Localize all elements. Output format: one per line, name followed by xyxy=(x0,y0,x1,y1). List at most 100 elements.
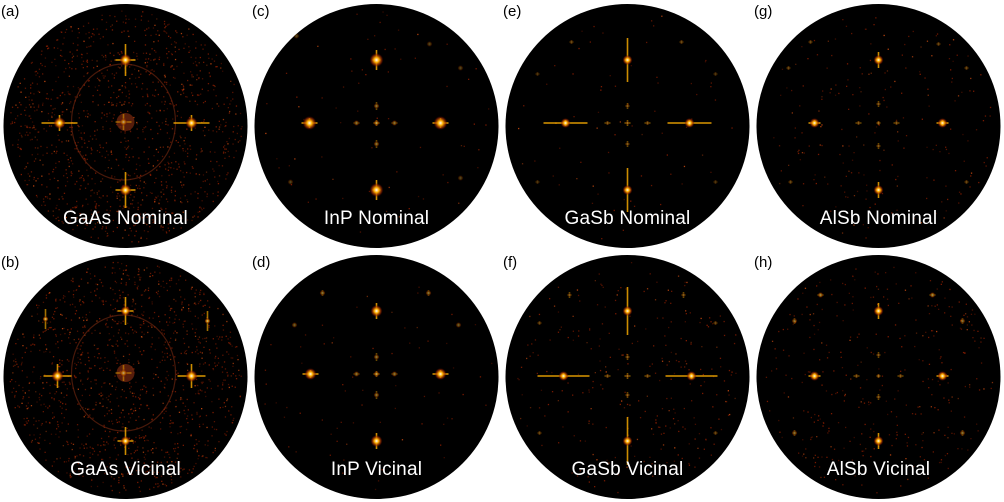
diffraction-spot xyxy=(644,121,651,125)
diffraction-spot xyxy=(455,322,462,328)
diffraction-spot xyxy=(713,180,718,184)
diffraction-spot xyxy=(293,33,300,39)
diffraction-spot xyxy=(373,353,380,361)
diffraction-spot xyxy=(391,371,398,377)
diffraction-spot xyxy=(567,292,572,298)
diffraction-spot xyxy=(936,42,941,46)
diffraction-spot xyxy=(625,392,630,398)
diffraction-spot xyxy=(43,364,72,388)
diffraction-spot xyxy=(604,374,611,378)
diffraction-spot xyxy=(117,297,134,325)
diffraction-spot xyxy=(622,417,633,465)
diffraction-spot xyxy=(622,287,633,335)
panel-gaas-nominal: (a) GaAs Nominal xyxy=(0,0,251,251)
diffraction-spot xyxy=(679,40,684,44)
diffraction-spot xyxy=(713,431,718,435)
detector-disk xyxy=(756,4,1001,248)
diffraction-spot xyxy=(667,118,712,128)
diffraction-spot xyxy=(625,141,630,147)
diffraction-spot xyxy=(457,65,464,71)
panel-letter: (h) xyxy=(754,254,773,271)
panel-gaas-vicinal: (b) GaAs Vicinal xyxy=(0,251,251,502)
diffraction-spot xyxy=(625,354,630,360)
diffraction-pattern-inp-nominal xyxy=(254,4,499,248)
diffraction-spot xyxy=(791,430,798,436)
diffraction-spot xyxy=(624,120,631,126)
diffraction-spot xyxy=(681,292,686,298)
diffraction-spot xyxy=(897,374,904,378)
diffraction-spot xyxy=(177,364,206,388)
panel-caption: AlSb Vicinal xyxy=(826,459,931,480)
diffraction-spot xyxy=(204,311,211,331)
diffraction-spot xyxy=(808,118,821,128)
diffraction-spot xyxy=(873,433,884,449)
diffraction-spot xyxy=(369,50,384,70)
diffraction-pattern-gasb-vicinal xyxy=(505,255,750,499)
diffraction-spot xyxy=(604,121,611,125)
diffraction-spot xyxy=(817,292,824,298)
diffraction-spot xyxy=(115,44,136,76)
diffraction-spot xyxy=(929,292,936,298)
diffraction-spot xyxy=(373,102,380,110)
diffraction-pattern-gaas-vicinal xyxy=(3,255,248,499)
diffraction-spot xyxy=(964,180,969,184)
diffraction-spot xyxy=(535,180,540,184)
panel-inp-nominal: (c) InP Nominal xyxy=(251,0,502,251)
panel-caption: InP Nominal xyxy=(323,208,430,229)
diffraction-spot xyxy=(537,371,590,381)
diffraction-pattern-alsb-vicinal xyxy=(756,255,1001,499)
diffraction-spot xyxy=(457,175,464,181)
panel-alsb-vicinal: (h) AlSb Vicinal xyxy=(753,251,1004,502)
diffraction-spot xyxy=(373,140,380,148)
diffraction-spot xyxy=(535,72,540,76)
diffraction-spot xyxy=(936,371,949,381)
panel-caption: InP Vicinal xyxy=(330,459,423,480)
diffraction-spot xyxy=(353,120,360,126)
diffraction-spot xyxy=(873,303,884,319)
diffraction-spot xyxy=(173,115,210,131)
diffraction-spot xyxy=(622,168,633,212)
diffraction-spot xyxy=(876,374,881,378)
diffraction-spot xyxy=(873,182,884,198)
diffraction-spot xyxy=(808,371,821,381)
diffraction-spot xyxy=(302,368,319,380)
diffraction-spot xyxy=(432,116,449,130)
diffraction-spot xyxy=(353,371,360,377)
diffraction-spot xyxy=(786,66,791,70)
diffraction-spot xyxy=(808,40,813,44)
panel-letter: (c) xyxy=(252,3,270,20)
panel-letter: (b) xyxy=(1,254,20,271)
diffraction-spot xyxy=(855,121,862,125)
diffraction-spot xyxy=(117,427,134,455)
diffraction-spot xyxy=(373,120,380,126)
panel-caption: AlSb Nominal xyxy=(819,208,938,229)
diffraction-spot xyxy=(115,172,136,208)
panel-alsb-nominal: (g) AlSb Nominal xyxy=(753,0,1004,251)
diffraction-spot xyxy=(373,371,380,377)
diffraction-spot xyxy=(625,103,630,109)
panel-caption: GaSb Vicinal xyxy=(571,459,684,480)
diffraction-spot xyxy=(425,290,432,296)
diffraction-pattern-gasb-nominal xyxy=(505,4,750,248)
panel-gasb-vicinal: (f) GaSb Vicinal xyxy=(502,251,753,502)
detector-disk xyxy=(505,4,750,248)
diffraction-spot xyxy=(713,72,718,76)
diffraction-spot xyxy=(115,365,132,381)
panel-caption: GaAs Nominal xyxy=(63,208,188,229)
diffraction-spot xyxy=(713,321,718,325)
diffraction-spot xyxy=(115,114,132,130)
diffraction-spot xyxy=(788,180,793,184)
diffraction-pattern-gaas-nominal xyxy=(3,4,248,248)
diffraction-spot xyxy=(936,118,949,128)
diffraction-spot xyxy=(41,115,78,131)
diffraction-spot xyxy=(537,431,542,435)
panel-letter: (a) xyxy=(1,3,20,20)
diffraction-spot xyxy=(42,309,49,329)
panel-letter: (d) xyxy=(252,254,271,271)
diffraction-spot xyxy=(876,394,881,400)
diffraction-spot xyxy=(622,38,633,82)
diffraction-spot xyxy=(537,321,542,325)
panel-letter: (g) xyxy=(754,3,773,20)
panel-gasb-nominal: (e) GaSb Nominal xyxy=(502,0,753,251)
diffraction-spot xyxy=(644,374,651,378)
